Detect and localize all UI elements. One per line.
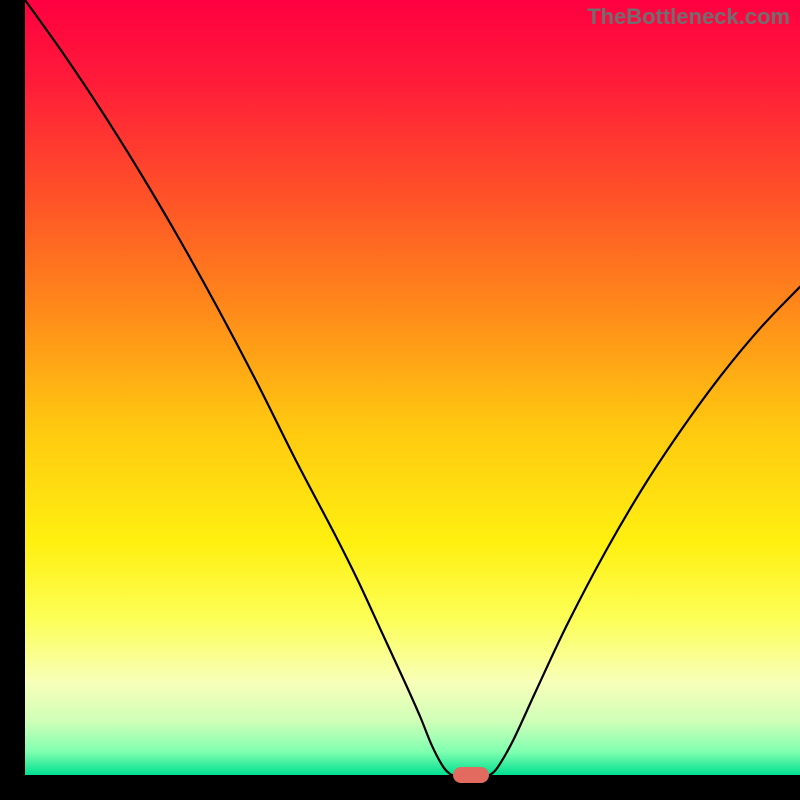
plot-area <box>25 0 800 775</box>
curve-right <box>490 287 800 775</box>
optimal-point-marker <box>453 767 489 783</box>
chart-container: TheBottleneck.com <box>0 0 800 800</box>
curve-left <box>25 0 451 775</box>
source-watermark: TheBottleneck.com <box>587 4 790 30</box>
bottleneck-curve <box>25 0 800 775</box>
